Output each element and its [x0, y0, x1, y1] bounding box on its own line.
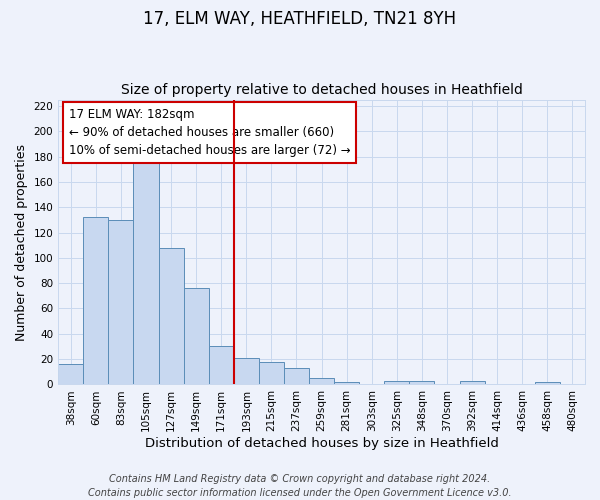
Bar — [109, 220, 133, 384]
Bar — [184, 288, 209, 384]
Bar — [535, 382, 560, 384]
Bar — [158, 248, 184, 384]
Bar — [133, 152, 158, 384]
Title: Size of property relative to detached houses in Heathfield: Size of property relative to detached ho… — [121, 83, 523, 97]
Text: 17, ELM WAY, HEATHFIELD, TN21 8YH: 17, ELM WAY, HEATHFIELD, TN21 8YH — [143, 10, 457, 28]
Bar — [284, 368, 309, 384]
Bar — [209, 346, 234, 385]
Text: 17 ELM WAY: 182sqm
← 90% of detached houses are smaller (660)
10% of semi-detach: 17 ELM WAY: 182sqm ← 90% of detached hou… — [69, 108, 350, 157]
Bar — [460, 380, 485, 384]
Bar — [309, 378, 334, 384]
Text: Contains HM Land Registry data © Crown copyright and database right 2024.
Contai: Contains HM Land Registry data © Crown c… — [88, 474, 512, 498]
Bar — [334, 382, 359, 384]
Bar — [385, 380, 409, 384]
Bar — [58, 364, 83, 384]
Bar — [259, 362, 284, 384]
Bar — [234, 358, 259, 384]
Bar — [409, 380, 434, 384]
X-axis label: Distribution of detached houses by size in Heathfield: Distribution of detached houses by size … — [145, 437, 499, 450]
Y-axis label: Number of detached properties: Number of detached properties — [15, 144, 28, 340]
Bar — [83, 218, 109, 384]
